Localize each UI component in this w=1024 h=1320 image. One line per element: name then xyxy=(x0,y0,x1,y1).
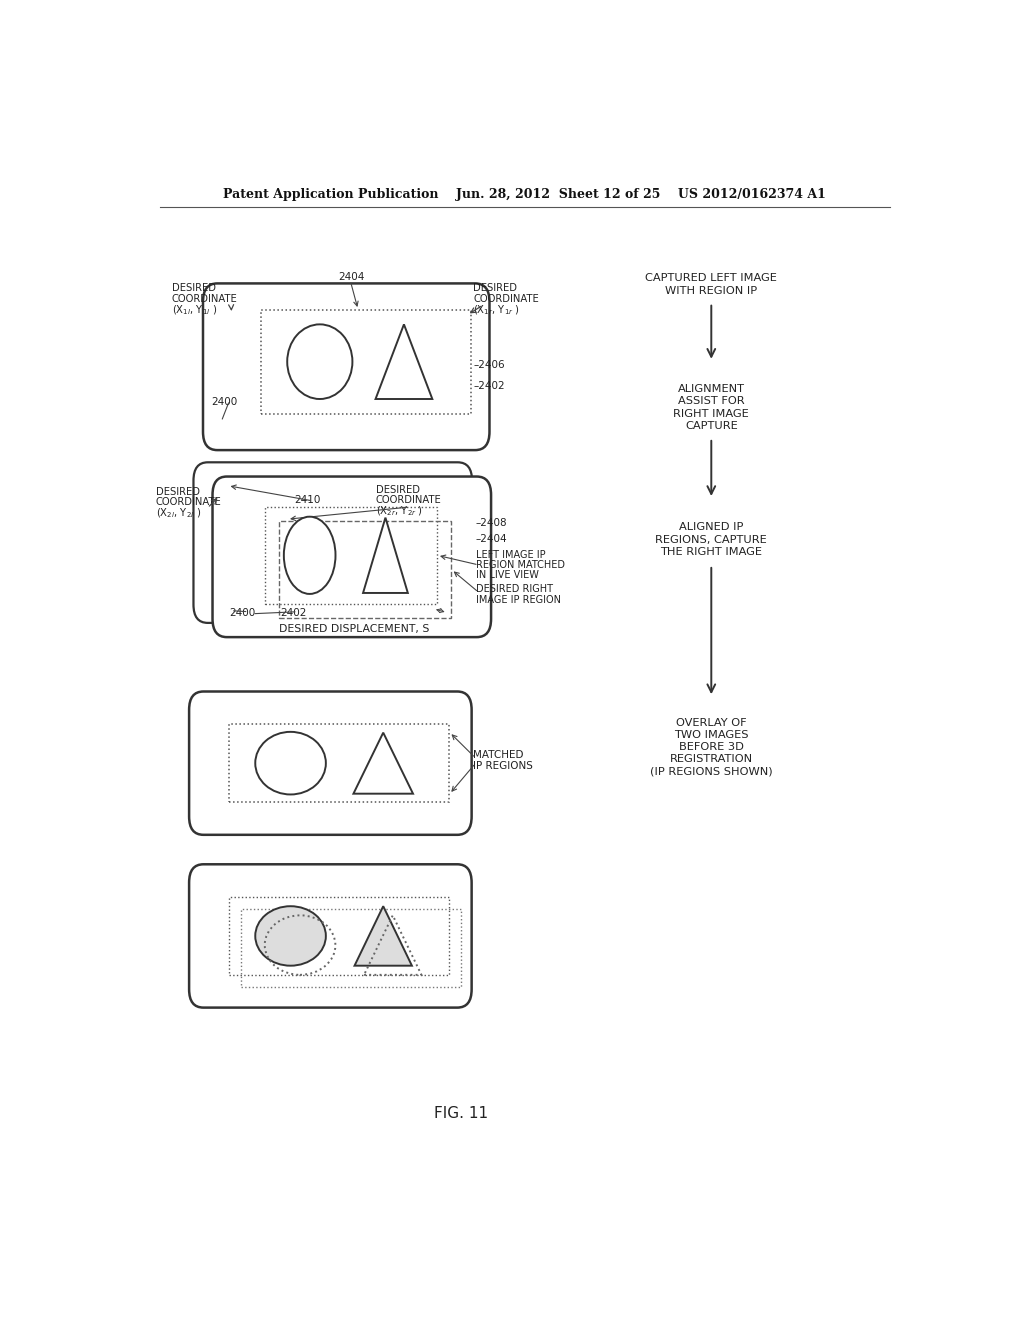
Text: DESIRED: DESIRED xyxy=(473,284,517,293)
Text: CAPTURED LEFT IMAGE: CAPTURED LEFT IMAGE xyxy=(645,273,777,284)
Text: BEFORE 3D: BEFORE 3D xyxy=(679,742,743,752)
Text: LEFT IMAGE IP: LEFT IMAGE IP xyxy=(475,550,545,560)
Text: ALIGNED IP: ALIGNED IP xyxy=(679,523,743,532)
Text: WITH REGION IP: WITH REGION IP xyxy=(666,285,758,296)
Text: 2400: 2400 xyxy=(229,607,256,618)
Polygon shape xyxy=(364,517,408,593)
Text: REGIONS, CAPTURE: REGIONS, CAPTURE xyxy=(655,535,767,545)
Text: Patent Application Publication    Jun. 28, 2012  Sheet 12 of 25    US 2012/01623: Patent Application Publication Jun. 28, … xyxy=(223,189,826,202)
Text: RIGHT IMAGE: RIGHT IMAGE xyxy=(674,408,750,418)
Text: –2408: –2408 xyxy=(475,519,507,528)
Text: –2402: –2402 xyxy=(473,381,505,391)
Text: DESIRED: DESIRED xyxy=(172,284,216,293)
Text: –2406: –2406 xyxy=(473,360,505,370)
FancyBboxPatch shape xyxy=(203,284,489,450)
Text: COORDINATE: COORDINATE xyxy=(473,293,539,304)
FancyBboxPatch shape xyxy=(189,865,472,1007)
Text: OVERLAY OF: OVERLAY OF xyxy=(676,718,746,727)
Text: (X$_{1l}$, Y$_{1l}$ ): (X$_{1l}$, Y$_{1l}$ ) xyxy=(172,304,217,317)
Text: IP REGIONS: IP REGIONS xyxy=(473,762,534,771)
Ellipse shape xyxy=(255,731,326,795)
Text: CAPTURE: CAPTURE xyxy=(685,421,737,430)
Text: DESIRED: DESIRED xyxy=(156,487,200,496)
Text: 2404: 2404 xyxy=(338,272,365,282)
Text: IMAGE IP REGION: IMAGE IP REGION xyxy=(475,594,560,605)
Polygon shape xyxy=(353,733,413,793)
Text: REGISTRATION: REGISTRATION xyxy=(670,754,753,764)
Text: IN LIVE VIEW: IN LIVE VIEW xyxy=(475,570,539,579)
Text: (X$_{2l}$, Y$_{2l}$ ): (X$_{2l}$, Y$_{2l}$ ) xyxy=(156,507,201,520)
Text: ALIGNMENT: ALIGNMENT xyxy=(678,384,744,395)
Text: 2402: 2402 xyxy=(281,607,307,618)
Text: ASSIST FOR: ASSIST FOR xyxy=(678,396,744,407)
Ellipse shape xyxy=(284,516,336,594)
FancyBboxPatch shape xyxy=(189,692,472,834)
Text: DESIRED RIGHT: DESIRED RIGHT xyxy=(475,585,553,594)
Text: FIG. 11: FIG. 11 xyxy=(434,1106,488,1121)
Text: THE RIGHT IMAGE: THE RIGHT IMAGE xyxy=(660,546,762,557)
Polygon shape xyxy=(354,907,412,966)
Ellipse shape xyxy=(255,907,326,966)
Text: MATCHED: MATCHED xyxy=(473,750,523,760)
Text: COORDINATE: COORDINATE xyxy=(172,293,238,304)
Text: (X$_{2r}$, Y$_{2r}$ ): (X$_{2r}$, Y$_{2r}$ ) xyxy=(376,504,423,517)
Text: (X$_{1r}$, Y$_{1r}$ ): (X$_{1r}$, Y$_{1r}$ ) xyxy=(473,304,520,317)
FancyBboxPatch shape xyxy=(213,477,492,638)
Text: TWO IMAGES: TWO IMAGES xyxy=(674,730,749,739)
Text: –2404: –2404 xyxy=(475,533,507,544)
Text: COORDINATE: COORDINATE xyxy=(156,496,221,507)
Text: REGION MATCHED: REGION MATCHED xyxy=(475,560,564,570)
Text: 2410: 2410 xyxy=(295,495,322,506)
Text: 2400: 2400 xyxy=(211,397,238,408)
Text: COORDINATE: COORDINATE xyxy=(376,495,441,506)
Text: DESIRED DISPLACEMENT, S: DESIRED DISPLACEMENT, S xyxy=(279,624,429,634)
Polygon shape xyxy=(376,325,432,399)
Ellipse shape xyxy=(287,325,352,399)
Text: (IP REGIONS SHOWN): (IP REGIONS SHOWN) xyxy=(650,767,773,776)
Text: DESIRED: DESIRED xyxy=(376,484,420,495)
